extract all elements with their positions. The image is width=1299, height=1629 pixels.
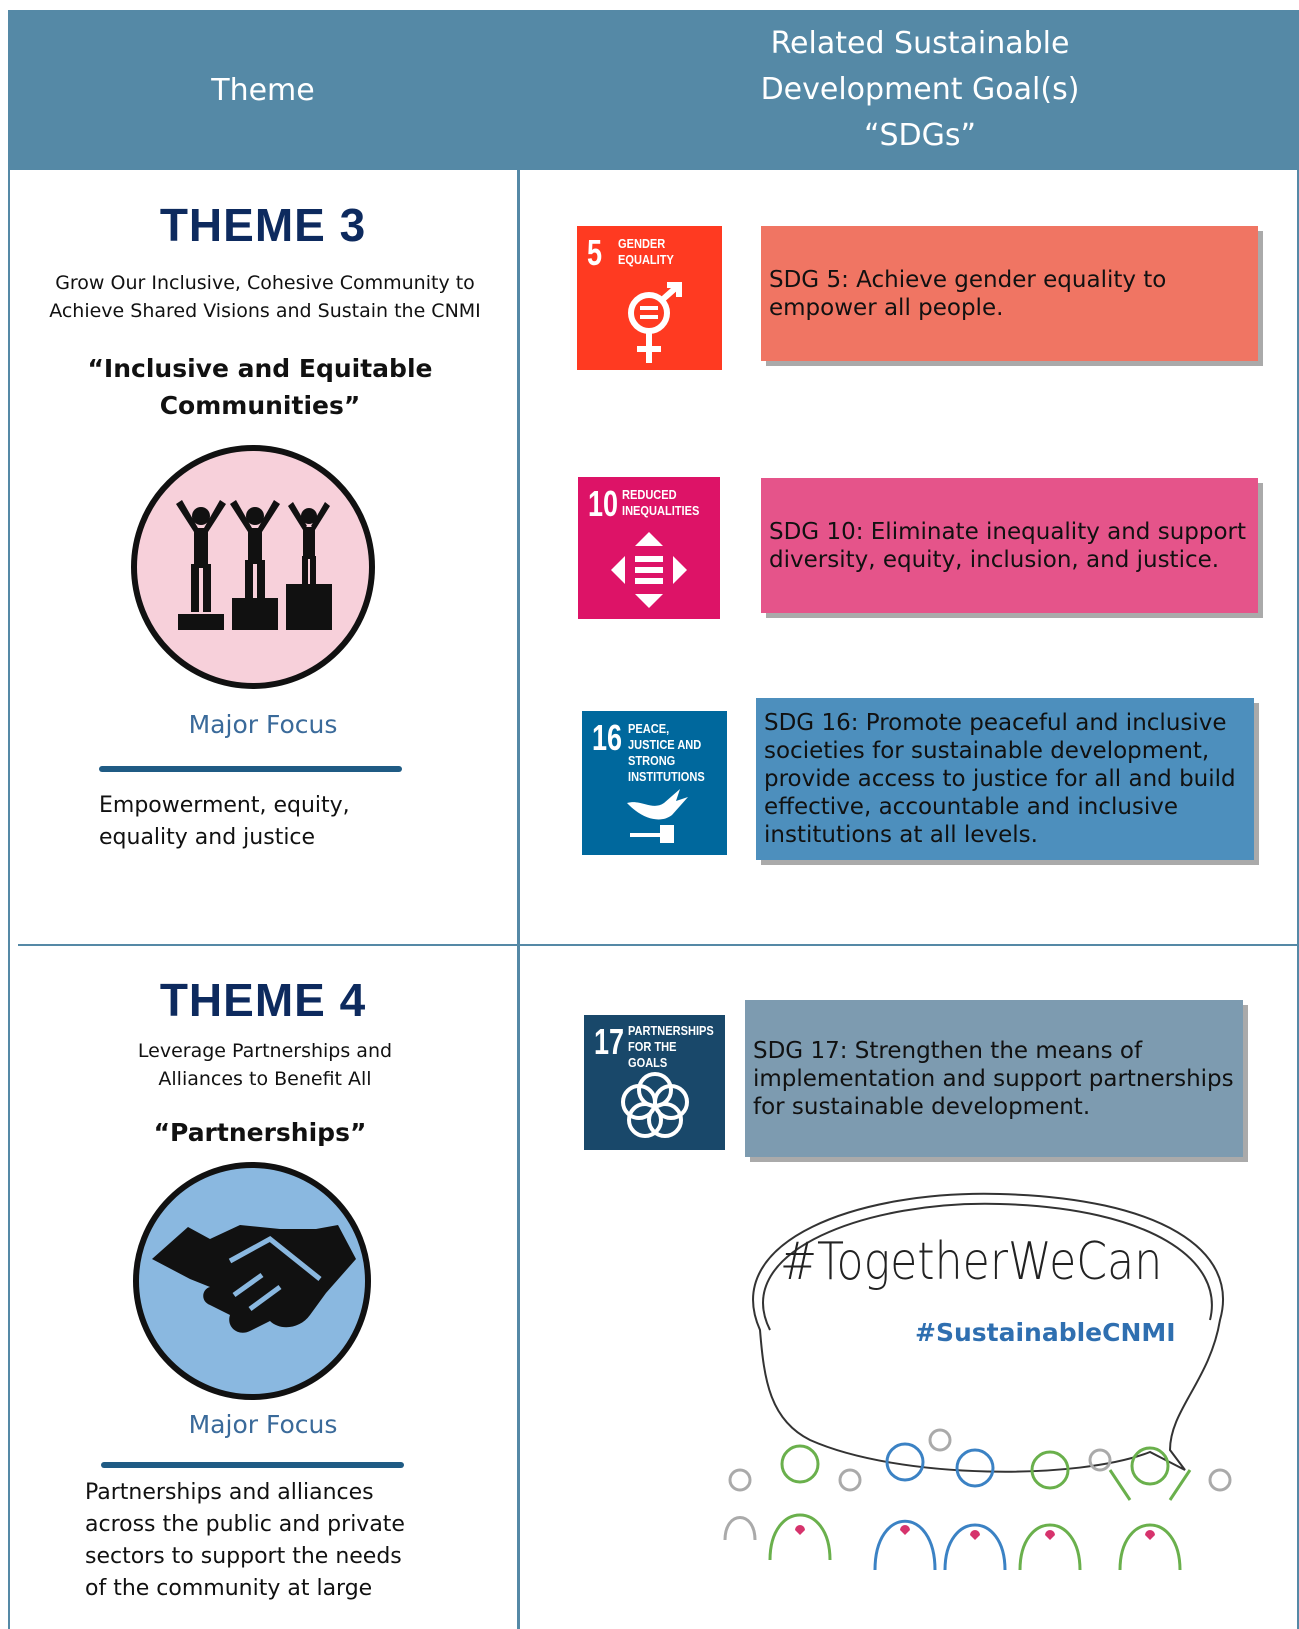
sdg-icon: 10 REDUCED INEQUALITIES	[578, 477, 720, 619]
sdg-number: 17	[594, 1021, 625, 1062]
sdg-text: SDG 17: Strengthen the means of implemen…	[745, 1000, 1243, 1157]
sdg-text: SDG 16: Promote peaceful and inclusive s…	[756, 698, 1254, 860]
column-divider	[517, 10, 520, 1629]
slogan-main: #TogetherWeCan	[780, 1232, 1163, 1292]
theme-quote: “Inclusive and Equitable Communities”	[87, 354, 433, 420]
sdg-pictogram	[611, 532, 687, 608]
sdg-icon-label: REDUCED INEQUALITIES	[622, 487, 700, 518]
slogan-art	[723, 1192, 1232, 1571]
theme-quote: “Partnerships”	[153, 1118, 367, 1147]
sdg-pictogram	[621, 1072, 689, 1138]
header-theme: Theme	[211, 72, 315, 108]
sdg-pictogram	[628, 282, 682, 363]
sdg-icon-label: PARTNERSHIPS FOR THE GOALS	[628, 1023, 714, 1070]
theme-icon	[133, 1162, 371, 1400]
focus-text: Partnerships and alliances across the pu…	[85, 1480, 405, 1601]
focus-rule	[101, 1462, 404, 1468]
focus-heading: Major Focus	[188, 1410, 338, 1439]
theme-title: THEME 4	[159, 974, 367, 1026]
row-divider	[18, 944, 1299, 946]
theme-subtitle: Leverage Partnerships and Alliances to B…	[137, 1040, 393, 1090]
focus-rule	[99, 766, 402, 772]
sdg-icon: 17 PARTNERSHIPS FOR THE GOALS	[584, 1015, 725, 1150]
sdg-text: SDG 5: Achieve gender equality to empowe…	[761, 226, 1258, 361]
header-bar	[8, 10, 1299, 170]
sdg-number: 5	[587, 232, 603, 273]
theme-icon	[131, 445, 375, 689]
header-sdgs: Related Sustainable Development Goal(s) …	[760, 26, 1080, 153]
sdg-pictogram	[627, 789, 688, 843]
theme-subtitle: Grow Our Inclusive, Cohesive Community t…	[49, 272, 481, 322]
slogan-sub: #SustainableCNMI	[915, 1318, 1176, 1347]
sdg-icon: 16 PEACE, JUSTICE AND STRONG INSTITUTION…	[582, 711, 727, 855]
sdg-icon-label: PEACE, JUSTICE AND STRONG INSTITUTIONS	[628, 721, 705, 784]
focus-heading: Major Focus	[188, 710, 338, 739]
theme-title: THEME 3	[159, 199, 367, 251]
sdg-icon: 5 GENDER EQUALITY	[577, 226, 722, 370]
sdg-icon-label: GENDER EQUALITY	[618, 236, 674, 267]
sdg-number: 16	[592, 717, 623, 758]
focus-text: Empowerment, equity, equality and justic…	[99, 793, 350, 850]
sdg-text: SDG 10: Eliminate inequality and support…	[761, 478, 1258, 613]
sdg-number: 10	[588, 483, 619, 524]
